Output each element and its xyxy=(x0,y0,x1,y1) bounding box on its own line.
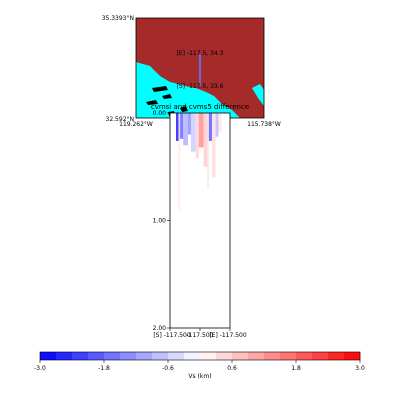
colorbar-block-10 xyxy=(200,352,217,360)
strip-7 xyxy=(203,113,208,167)
island-1 xyxy=(152,86,168,92)
strip-11 xyxy=(218,113,222,133)
x-tick-label-2: [E] -117.500 xyxy=(209,332,247,339)
colorbar-tick-label-1: -1.8 xyxy=(98,365,110,372)
data-strips xyxy=(176,113,222,210)
colorbar-blocks xyxy=(40,352,361,360)
colorbar-block-15 xyxy=(280,352,297,360)
colorbar-block-0 xyxy=(40,352,57,360)
lat-min-label: 32.592°N xyxy=(106,116,134,123)
colorbar-block-5 xyxy=(120,352,137,360)
strip-5 xyxy=(195,113,199,159)
colorbar-block-13 xyxy=(248,352,265,360)
y-tick-label-0: 0.00 xyxy=(153,110,167,117)
cross-section-panel: cvmsi and cvms5 difference 0.00 1.00 2.0… xyxy=(151,103,249,339)
strip-0 xyxy=(176,113,180,141)
colorbar-tick-label-3: 0.6 xyxy=(227,365,237,372)
map-ocean xyxy=(136,62,240,118)
colorbar-block-19 xyxy=(344,352,361,360)
y-tick-label-1: 1.00 xyxy=(153,218,167,225)
colorbar-tick-label-0: -3.0 xyxy=(34,365,46,372)
colorbar-block-16 xyxy=(296,352,313,360)
colorbar-block-4 xyxy=(104,352,121,360)
colorbar: -3.0 -1.8 -0.6 0.6 1.8 3.0 Vs (km) xyxy=(34,351,365,380)
colorbar-frame xyxy=(39,351,361,361)
colorbar-block-14 xyxy=(264,352,281,360)
colorbar-tick-label-4: 1.8 xyxy=(291,365,301,372)
y-axis: 0.00 1.00 2.00 xyxy=(153,110,170,332)
colorbar-block-17 xyxy=(312,352,329,360)
point-s-label: [S] -117.5, 33.6 xyxy=(177,83,224,90)
y-tick-label-2: 2.00 xyxy=(153,325,167,332)
colorbar-block-2 xyxy=(72,352,89,360)
x-tick-label-0: [S] -117.500 xyxy=(153,332,191,339)
island-3 xyxy=(146,100,158,105)
strip-4 xyxy=(191,113,196,152)
colorbar-block-3 xyxy=(88,352,105,360)
strip-9 xyxy=(212,113,216,178)
colorbar-block-18 xyxy=(328,352,345,360)
colorbar-block-1 xyxy=(56,352,73,360)
strip-2 xyxy=(183,113,188,146)
island-4 xyxy=(180,106,188,112)
strip-8 xyxy=(207,113,212,141)
strip-10 xyxy=(215,113,219,137)
strip-6 xyxy=(198,113,204,148)
lon-max-label: 115.738°W xyxy=(247,121,281,128)
colorbar-block-11 xyxy=(216,352,233,360)
island-2 xyxy=(162,94,172,99)
map-panel: [E] -117.5, 34.3 [S] -117.5, 33.6 35.339… xyxy=(102,15,281,128)
lon-min-label: 119.262°W xyxy=(119,121,153,128)
colorbar-tick-label-5: 3.0 xyxy=(355,365,365,372)
strip-3 xyxy=(188,113,191,135)
colorbar-tick-label-2: -0.6 xyxy=(162,365,174,372)
colorbar-block-7 xyxy=(152,352,169,360)
x-tick-label-1: -117.500 xyxy=(187,332,214,339)
x-axis: [S] -117.500 -117.500 [E] -117.500 xyxy=(153,328,247,339)
point-e-label: [E] -117.5, 34.3 xyxy=(177,50,224,57)
colorbar-ticks: -3.0 -1.8 -0.6 0.6 1.8 3.0 xyxy=(34,360,365,372)
colorbar-block-9 xyxy=(184,352,201,360)
strip-12 xyxy=(178,113,181,210)
strip-13 xyxy=(207,113,209,189)
lat-max-label: 35.3393°N xyxy=(102,15,134,22)
colorbar-label: Vs (km) xyxy=(188,373,211,380)
colorbar-block-8 xyxy=(168,352,185,360)
chart-title: cvmsi and cvms5 difference xyxy=(151,103,249,111)
strip-1 xyxy=(179,113,184,139)
map-ocean-east xyxy=(252,84,264,106)
colorbar-block-12 xyxy=(232,352,249,360)
colorbar-block-6 xyxy=(136,352,153,360)
